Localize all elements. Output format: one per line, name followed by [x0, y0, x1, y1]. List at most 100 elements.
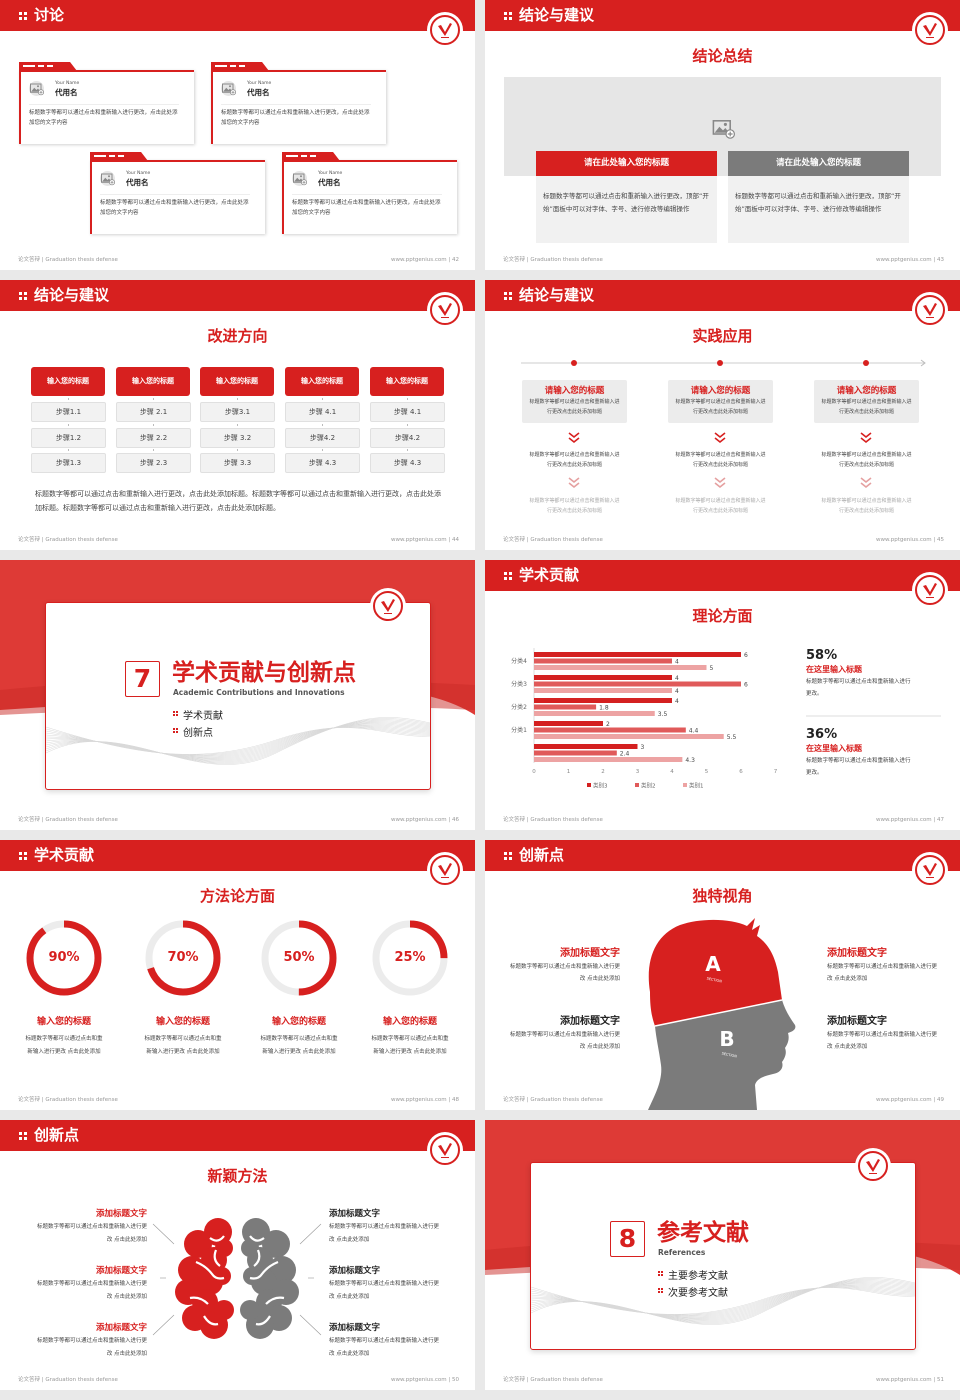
add-image-icon[interactable]	[711, 116, 735, 140]
section-a-letter: A	[705, 952, 721, 976]
footer-url[interactable]: www.pptgenius.com	[876, 1377, 932, 1383]
section-number: 8	[610, 1221, 645, 1257]
connector-dot	[407, 398, 408, 400]
ring-title: 输入您的标题	[36, 1017, 91, 1027]
page-number: 43	[937, 257, 944, 263]
data-label: 4	[675, 659, 679, 666]
x-tick-label: 3	[636, 769, 640, 775]
footer-right: www.pptgenius.com | 44	[391, 536, 459, 544]
footer-url[interactable]: www.pptgenius.com	[391, 1377, 447, 1383]
block-text: 标题数字等都可以通过点击和重新输入进行更改 点击此处添加	[37, 1281, 148, 1300]
name-label: Your Name	[55, 81, 80, 86]
logo	[373, 591, 403, 621]
block-text: 标题数字等都可以通过点击和重新输入进行更改 点击此处添加	[510, 1032, 621, 1050]
slide-subtitle: 结论总结	[692, 47, 753, 65]
footer-url[interactable]: www.pptgenius.com	[876, 257, 932, 263]
tab-dash	[38, 65, 44, 67]
tab-dash	[230, 65, 236, 67]
block-text: 标题数字等都可以通过点击和重新输入进行更改 点击此处添加	[37, 1224, 148, 1243]
data-label: 5.5	[727, 734, 737, 741]
image-placeholder-icon[interactable]	[100, 171, 115, 186]
data-label: 6	[744, 682, 748, 689]
image-placeholder-icon[interactable]	[29, 81, 44, 96]
footer-separator: |	[931, 537, 937, 543]
block-text: 标题数字等都可以通过点击和重新输入进行更改 点击此处添加	[827, 964, 938, 982]
data-label: 3.5	[658, 711, 668, 718]
footer-left: 论文答辩 | Graduation thesis defense	[18, 817, 118, 823]
logo	[430, 15, 460, 45]
section-bullet[interactable]: 创新点	[183, 728, 213, 739]
ring-label: 50%	[283, 950, 315, 965]
section-bullet[interactable]: 学术贡献	[183, 711, 223, 722]
slide-title: 结论与建议	[519, 286, 595, 304]
section-bullet[interactable]: 主要参考文献	[668, 1271, 728, 1282]
connector-line	[152, 1314, 175, 1336]
page-number: 47	[937, 817, 944, 823]
footer-right: www.pptgenius.com | 42	[391, 256, 459, 264]
block-text: 标题数字等都可以通过点击和重新输入进行更改 点击此处添加	[37, 1338, 148, 1357]
tab-dash	[215, 65, 227, 67]
footer-right: www.pptgenius.com | 49	[876, 1096, 944, 1104]
footer-url[interactable]: www.pptgenius.com	[391, 257, 447, 263]
logo	[915, 15, 945, 45]
section-title: 学术贡献与创新点	[172, 660, 356, 686]
connector-dot	[153, 423, 154, 426]
image-placeholder-icon[interactable]	[221, 81, 236, 96]
stat-text: 标题数字等都可以通过点击和重新输入进行更改。	[806, 679, 911, 697]
logo	[430, 855, 460, 885]
logo	[858, 1151, 888, 1181]
name-label: Your Name	[247, 81, 272, 86]
footer-separator: |	[931, 817, 937, 823]
header-bar: 学术贡献	[0, 840, 475, 871]
step-box: 步骤 4.3	[370, 453, 445, 473]
step-box: 步骤 4.1	[285, 402, 360, 422]
step-desc: 标题数字等都可以通过点击和重新输入进行更改点击此处添加标题	[821, 399, 912, 415]
card-text: 标题数字等都可以通过点击和重新输入进行更改，点击此处添加您的文字内容	[100, 200, 249, 216]
header-bar: 结论与建议	[485, 0, 960, 31]
brain-right-half	[240, 1218, 299, 1339]
name: 代用名	[247, 88, 270, 97]
footer-url[interactable]: www.pptgenius.com	[391, 1097, 447, 1103]
section-b-letter: B	[719, 1027, 734, 1051]
wave-pattern	[46, 717, 430, 765]
step-box: 步骤 3.3	[200, 453, 275, 473]
footer-url[interactable]: www.pptgenius.com	[876, 1097, 932, 1103]
slide-title: 创新点	[519, 846, 565, 864]
legend-label: 类别2	[641, 782, 656, 790]
step-title: 请输入您的标题	[836, 386, 897, 396]
footer-url[interactable]: www.pptgenius.com	[876, 537, 932, 543]
footer-left: 论文答辩 | Graduation thesis defense	[18, 537, 118, 543]
box-title: 请在此处输入您的标题	[536, 151, 717, 176]
discussion-card: Your Name 代用名 标题数字等都可以通过点击和重新输入进行更改，点击此处添加…	[211, 62, 386, 144]
section-bullet[interactable]: 次要参考文献	[668, 1288, 728, 1299]
step-2-text: 标题数字等都可以通过点击和重新输入进行更改点击此处添加标题	[529, 452, 620, 468]
stat-value: 58%	[806, 648, 838, 663]
connector-dot	[237, 398, 238, 400]
ring-label: 90%	[48, 950, 80, 965]
footer-url[interactable]: www.pptgenius.com	[391, 817, 447, 823]
grid-dots-icon	[19, 12, 22, 15]
page-number: 42	[452, 257, 459, 263]
footer-url[interactable]: www.pptgenius.com	[876, 817, 932, 823]
x-tick-label: 6	[739, 769, 743, 775]
footer-left: 论文答辩 | Graduation thesis defense	[503, 537, 603, 543]
block-title: 添加标题文字	[329, 1266, 381, 1276]
header-bar: 结论与建议	[0, 280, 475, 311]
image-placeholder-icon[interactable]	[292, 171, 307, 186]
slide-subtitle: 理论方面	[692, 607, 753, 625]
bar-类别1-0	[534, 757, 683, 762]
connector-dot	[407, 423, 408, 426]
page-number: 44	[452, 537, 459, 543]
card-text: 标题数字等都可以通过点击和重新输入进行更改，点击此处添加您的文字内容	[292, 200, 441, 216]
ring-progress	[145, 920, 221, 996]
connector-line	[299, 1314, 322, 1336]
grid-dots-icon	[504, 572, 507, 575]
step-box: 步骤1.1	[31, 402, 106, 422]
data-label: 4.3	[685, 757, 695, 764]
card-divider	[29, 104, 179, 105]
page-number: 46	[452, 817, 459, 823]
box-text: 标题数字等都可以通过点击和重新输入进行更改，顶部“开始”面板中可以对字体、字号、…	[735, 192, 901, 213]
footer-url[interactable]: www.pptgenius.com	[391, 537, 447, 543]
bar-类别2-0	[534, 750, 617, 756]
bar-类别2-3	[534, 681, 741, 687]
